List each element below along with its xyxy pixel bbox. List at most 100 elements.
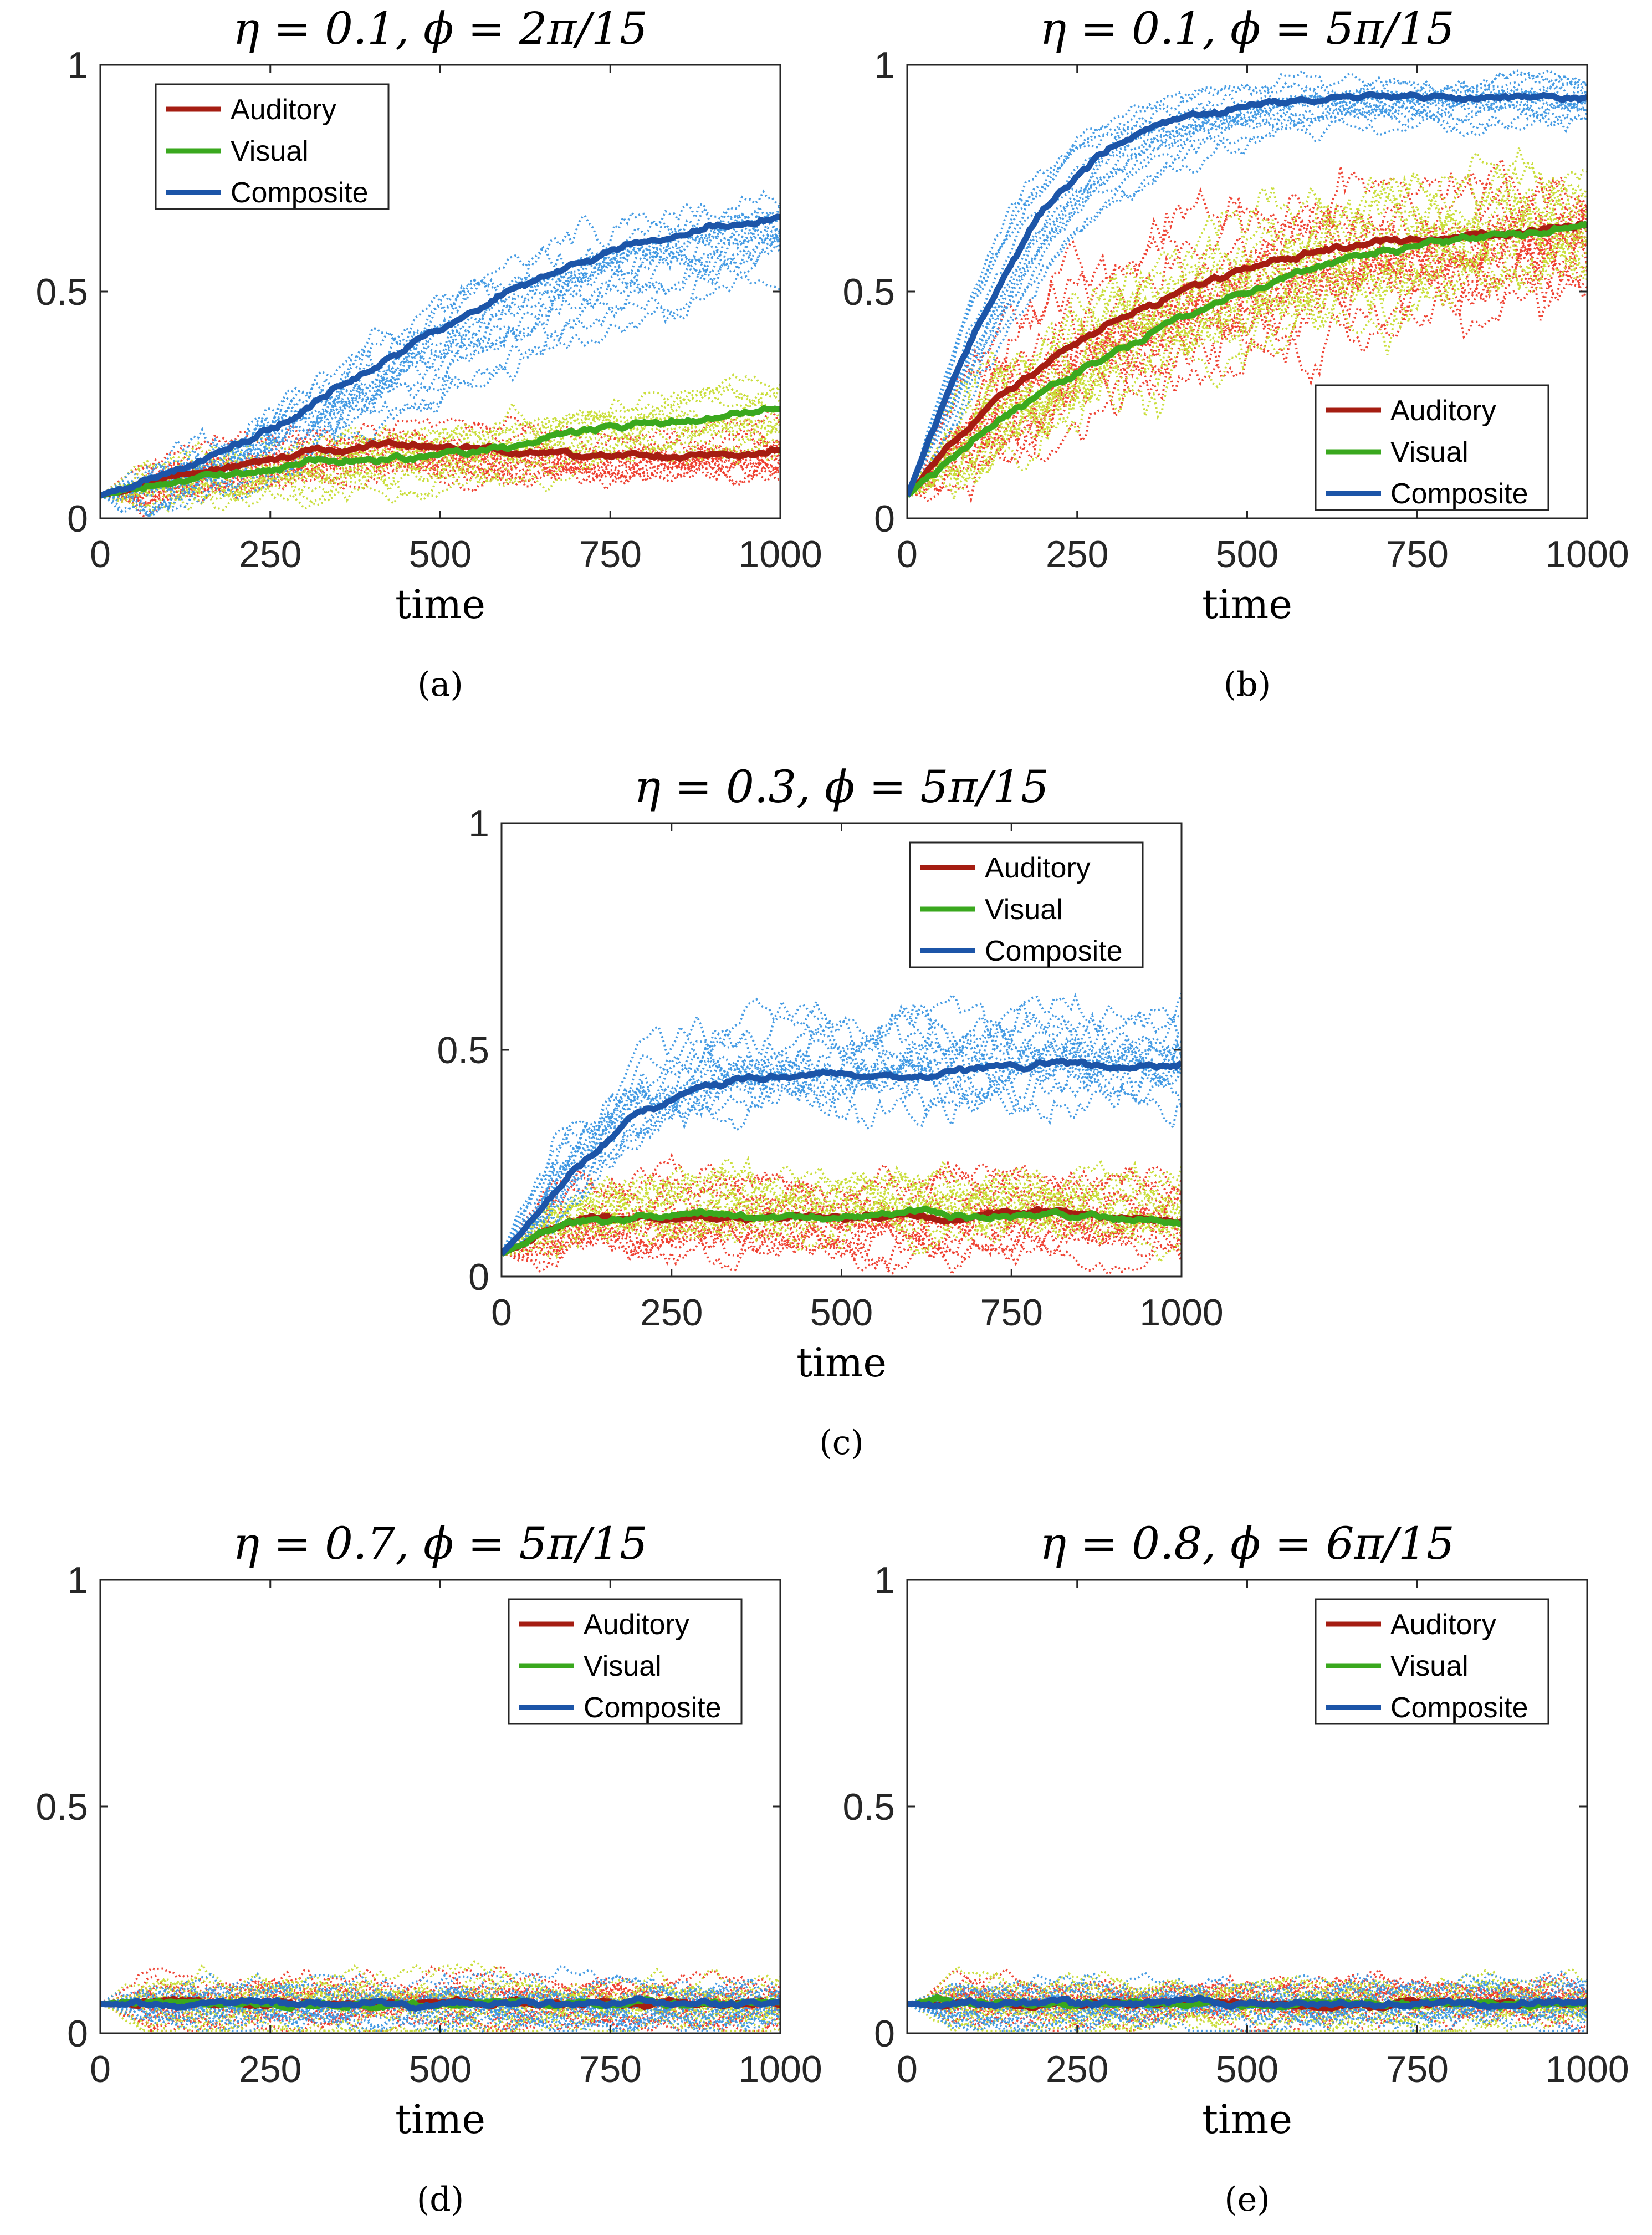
auditory-trial-line: [907, 1989, 1587, 2024]
composite-mean-line: [907, 91, 1587, 497]
x-tick-label: 1000: [1545, 533, 1629, 575]
legend-label-visual: Visual: [1390, 436, 1469, 468]
x-tick-label: 750: [579, 2048, 642, 2090]
composite-trial-line: [907, 1998, 1587, 2033]
y-tick-label: 0.5: [35, 271, 88, 313]
chart-title: η = 0.1, ϕ = 5π/15: [1040, 3, 1455, 54]
legend-label-auditory: Auditory: [584, 1609, 689, 1641]
composite-trial-line: [502, 1030, 1182, 1255]
legend-box: [1315, 1598, 1549, 1725]
auditory-trial-line: [502, 1152, 1182, 1255]
composite-trial-line: [907, 102, 1587, 496]
composite-trial-line: [100, 1998, 780, 2033]
composite-trial-line: [100, 203, 780, 497]
chart-title: η = 0.8, ϕ = 6π/15: [1040, 1518, 1455, 1569]
composite-trial-line: [100, 233, 780, 517]
x-axis-label: time: [395, 581, 485, 627]
y-tick-label: 0: [67, 498, 88, 540]
chart-panel-c: 0 250 500 750 1000 0 0.5 1 η = 0.3, ϕ = 5π/15 tim…: [437, 761, 1223, 1462]
x-tick-label: 1000: [738, 533, 822, 575]
panel-label: (e): [1224, 2180, 1270, 2219]
visual-trial-line: [907, 193, 1587, 497]
composite-mean-line: [907, 1994, 1587, 2011]
auditory-trial-line: [100, 455, 780, 506]
visual-trial-line: [100, 385, 780, 497]
visual-trial-line: [502, 1158, 1182, 1255]
composite-trial-line: [907, 75, 1587, 496]
legend-label-composite: Composite: [231, 177, 369, 209]
composite-trial-line: [502, 1062, 1182, 1255]
visual-trial-line: [100, 405, 780, 517]
composite-trial-line: [100, 209, 780, 497]
traces-d: [100, 1960, 780, 2033]
chart-title: η = 0.7, ϕ = 5π/15: [233, 1518, 648, 1569]
auditory-mean-line: [100, 438, 780, 499]
auditory-trial-line: [100, 2002, 780, 2033]
panel-label: (d): [417, 2180, 464, 2219]
legend-label-visual: Visual: [584, 1650, 662, 1682]
visual-trial-line: [907, 1989, 1587, 2033]
visual-trial-line: [100, 430, 780, 501]
legend-label-visual: Visual: [231, 135, 309, 167]
composite-trial-line: [502, 1054, 1182, 1255]
legend-box: [155, 83, 390, 210]
auditory-trial-line: [907, 1993, 1587, 2033]
composite-trial-line: [907, 89, 1587, 497]
composite-trial-line: [100, 215, 780, 497]
composite-trial-line: [907, 69, 1587, 496]
x-tick-label: 0: [90, 2048, 111, 2090]
visual-mean-line: [502, 1205, 1182, 1257]
visual-trial-line: [907, 1979, 1587, 2022]
auditory-trial-line: [502, 1182, 1182, 1257]
composite-mean-line: [100, 213, 780, 499]
legend: Auditory Visual Composite: [1315, 1598, 1549, 1725]
y-tick-label: 0.5: [842, 1786, 895, 1828]
composite-trial-line: [502, 992, 1182, 1254]
auditory-trial-line: [502, 1160, 1182, 1255]
legend-label-visual: Visual: [985, 894, 1063, 926]
chart-panel-d: 0 250 500 750 1000 0 0.5 1 η = 0.7, ϕ = 5π/15 tim…: [35, 1518, 822, 2219]
x-tick-label: 0: [491, 1292, 512, 1334]
composite-trial-line: [907, 83, 1587, 497]
y-tick-label: 1: [67, 44, 88, 86]
visual-trial-line: [907, 1964, 1587, 2005]
visual-trial-line: [100, 412, 780, 497]
composite-trial-line: [502, 1035, 1182, 1255]
legend: Auditory Visual Composite: [155, 83, 390, 210]
visual-trial-line: [100, 425, 780, 510]
auditory-trial-line: [502, 1194, 1182, 1256]
legend: Auditory Visual Composite: [909, 841, 1144, 968]
x-axis-label: time: [1202, 581, 1292, 627]
auditory-trial-line: [100, 409, 780, 497]
composite-mean-line: [502, 1057, 1182, 1256]
panel-label: (b): [1224, 665, 1271, 704]
composite-trial-line: [907, 1971, 1587, 2005]
composite-trial-line: [907, 94, 1587, 496]
composite-trial-line: [100, 2002, 780, 2033]
composite-trial-line: [100, 1999, 780, 2033]
chart-title: η = 0.1, ϕ = 2π/15: [233, 3, 648, 54]
y-tick-label: 1: [874, 1559, 895, 1601]
chart-panel-b: 0 250 500 750 1000 0 0.5 1 η = 0.1, ϕ = 5π/15 tim…: [842, 3, 1629, 704]
legend-label-auditory: Auditory: [985, 852, 1091, 884]
visual-trial-line: [907, 2000, 1587, 2033]
chart-panel-e: 0 250 500 750 1000 0 0.5 1 η = 0.8, ϕ = 6π/15 tim…: [842, 1518, 1629, 2219]
composite-trial-line: [907, 1973, 1587, 2013]
x-tick-label: 1000: [738, 2048, 822, 2090]
auditory-trial-line: [907, 203, 1587, 497]
composite-trial-line: [907, 1991, 1587, 2028]
auditory-trial-line: [100, 1964, 780, 2005]
x-tick-label: 750: [1386, 533, 1449, 575]
y-tick-label: 0.5: [35, 1786, 88, 1828]
y-tick-label: 0: [67, 2013, 88, 2055]
visual-trial-line: [502, 1157, 1182, 1255]
traces-c: [502, 992, 1182, 1277]
composite-trial-line: [502, 1040, 1182, 1255]
auditory-trial-line: [502, 1212, 1182, 1277]
visual-trial-line: [100, 409, 780, 498]
visual-trial-line: [907, 1989, 1587, 2021]
y-tick-label: 0: [874, 498, 895, 540]
visual-trial-line: [100, 1960, 780, 2005]
visual-mean-line: [100, 405, 780, 499]
